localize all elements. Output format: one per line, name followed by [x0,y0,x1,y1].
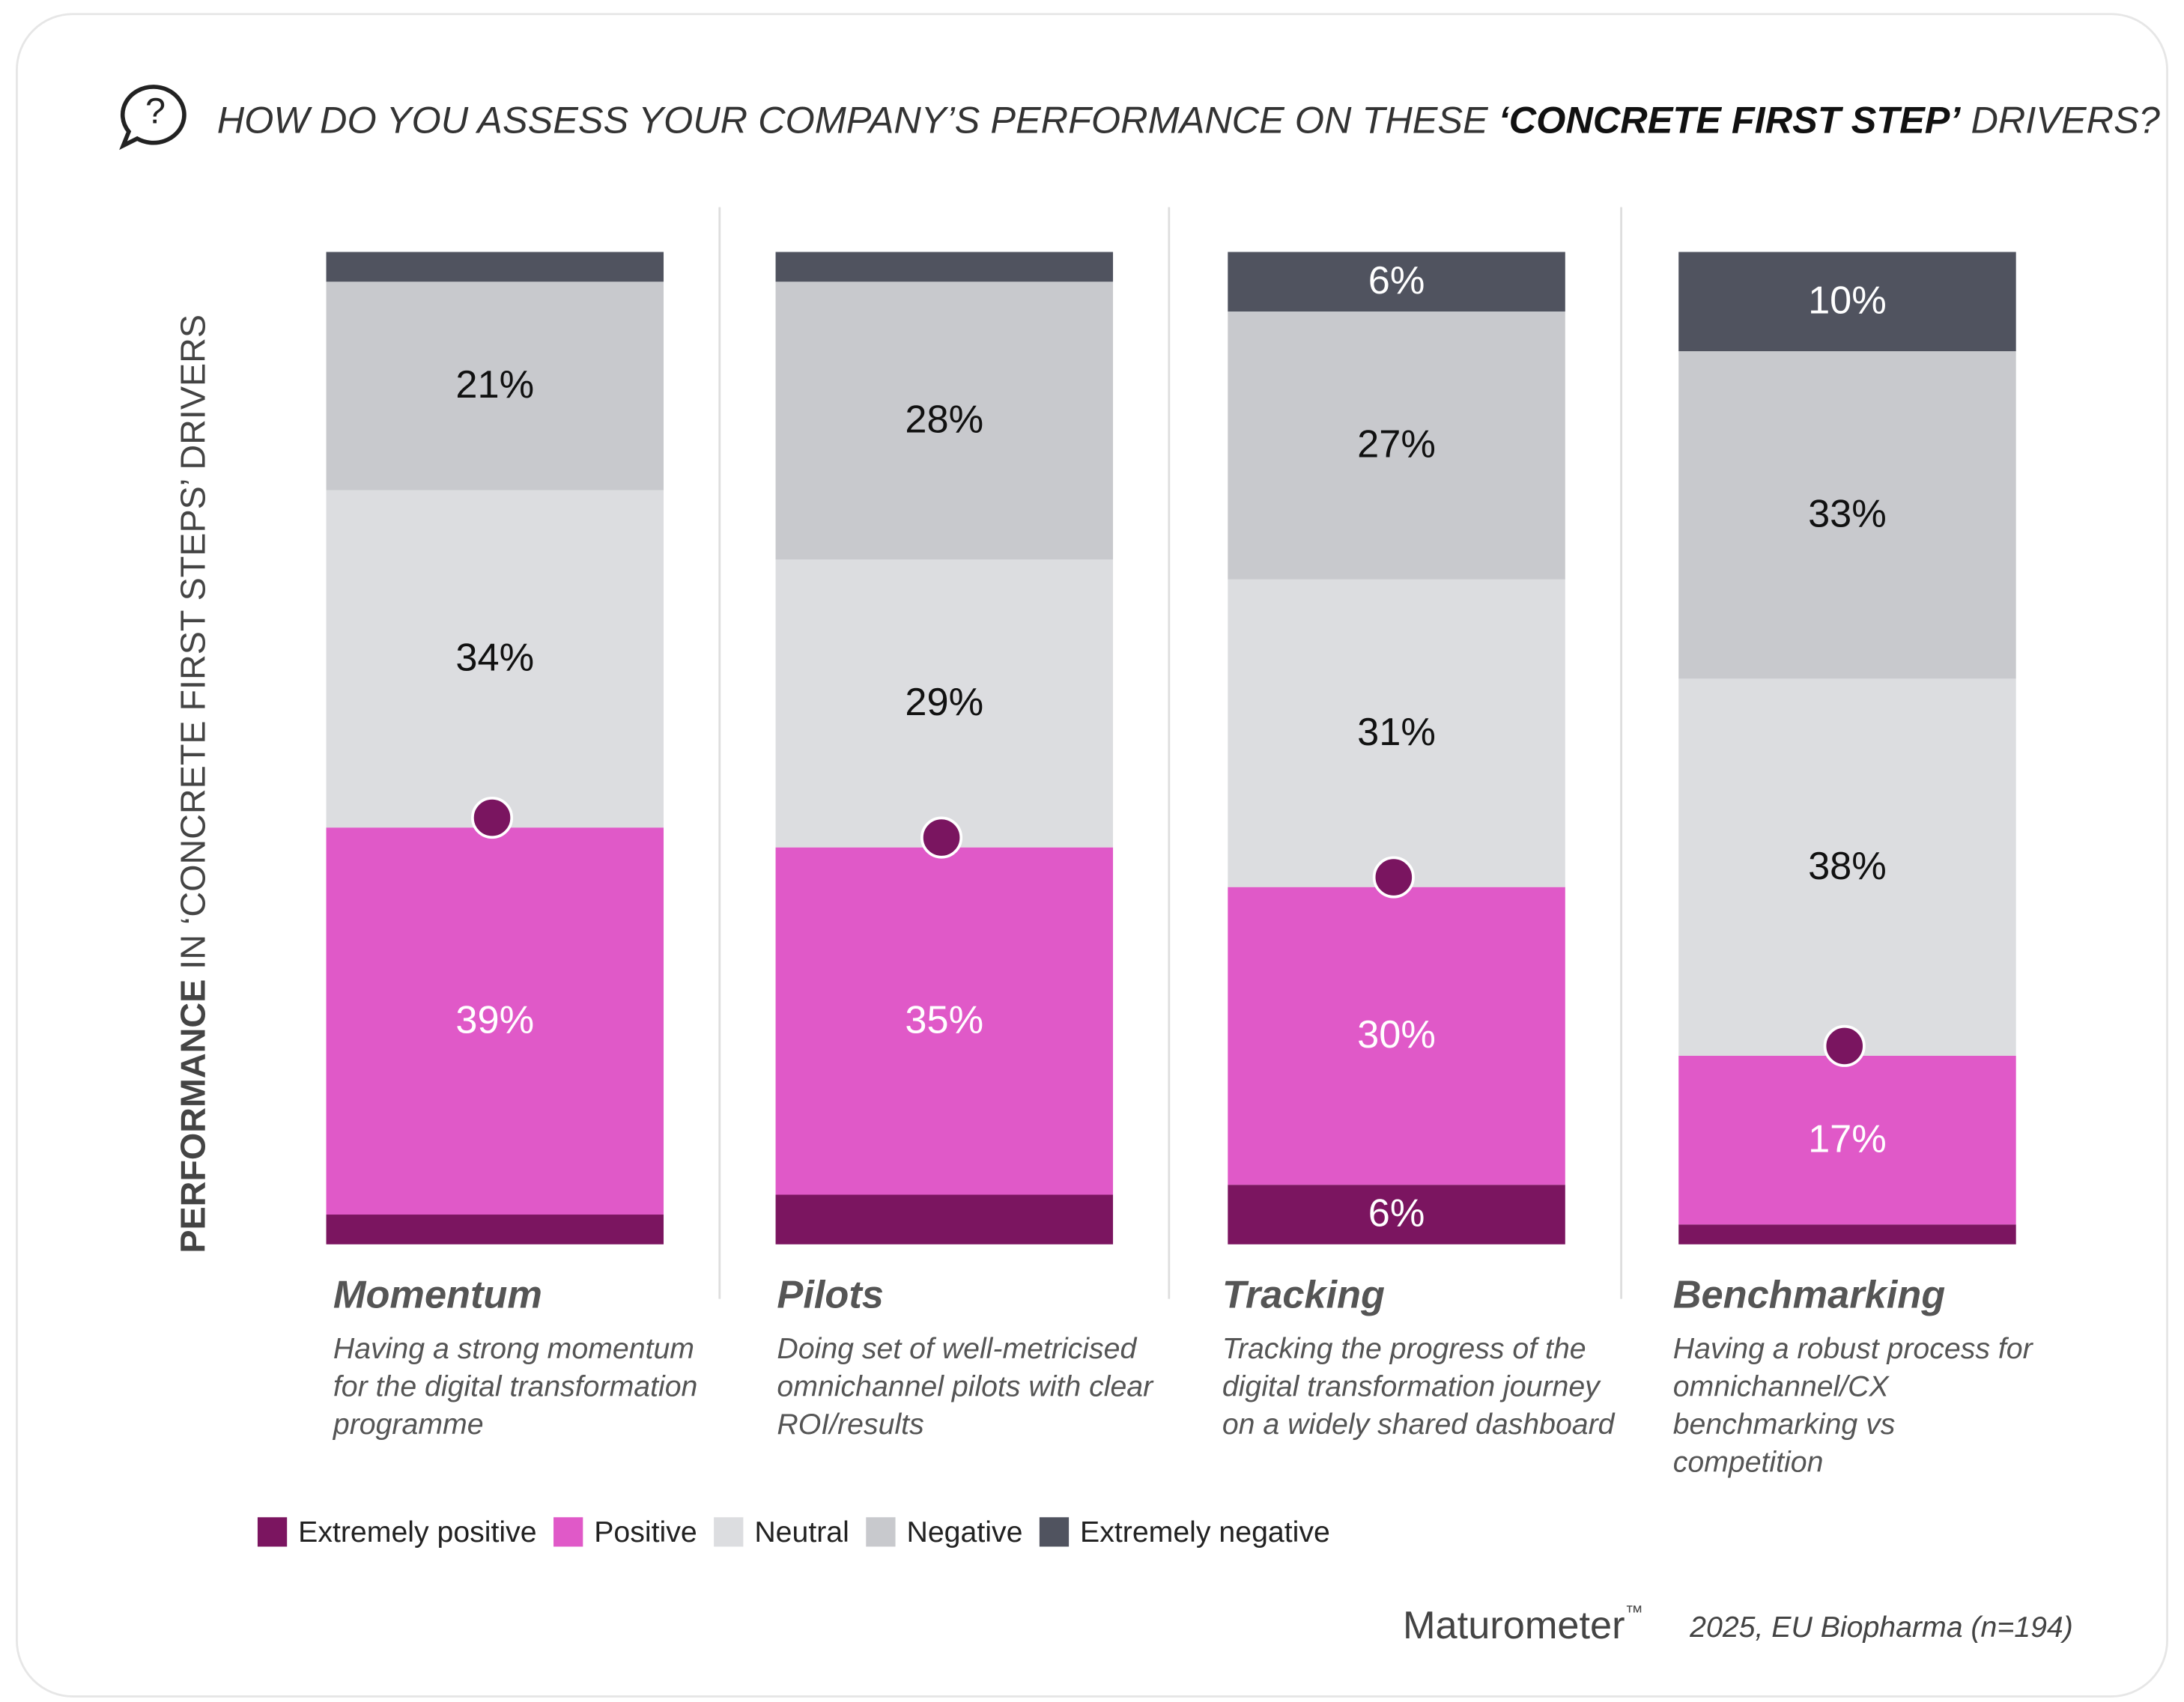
legend-label: Extremely negative [1080,1516,1330,1548]
bar-segment [1228,252,1565,312]
bar-segment [326,827,664,1215]
title-part: ‘CONCRETE FIRST STEP’ [1499,99,1962,142]
category-description: benchmarking vs [1673,1408,1896,1441]
legend-label: Negative [906,1516,1022,1548]
legend-swatch [257,1517,288,1547]
brand: Maturometer™ [1403,1603,1643,1647]
bar-segment [326,1215,664,1244]
bar-segment [775,282,1114,560]
category-description: Having a strong momentum [333,1332,694,1365]
category-description: Tracking the progress of the [1222,1332,1586,1365]
category-label: Momentum [333,1274,542,1317]
y-axis-label: PERFORMANCE IN ‘CONCRETE FIRST STEPS’ DR… [174,314,213,1253]
category-description: competition [1673,1446,1824,1479]
data-label: 39% [455,998,534,1042]
bar-segment [1678,351,2016,679]
brand-name: Maturometer [1403,1604,1625,1647]
bar-segment [775,559,1114,848]
category-description: digital transformation journey [1222,1370,1601,1403]
data-label: 33% [1808,492,1887,535]
data-label: 10% [1808,279,1887,322]
title-part: HOW DO YOU ASSESS YOUR COMPANY’S PERFORM… [217,99,1499,142]
source: 2025, EU Biopharma (n=194) [1689,1611,2073,1644]
category-description: Doing set of well-metricised [777,1332,1137,1365]
svg-text:?: ? [145,91,166,131]
legend-label: Extremely positive [298,1516,536,1548]
category-description: on a widely shared dashboard [1222,1408,1616,1441]
data-label: 6% [1368,259,1425,303]
bar-segment [1228,311,1565,580]
data-label: 21% [455,363,534,407]
legend-label: Positive [594,1516,697,1548]
data-label: 30% [1357,1013,1436,1057]
y-label-part: PERFORMANCE [174,979,213,1253]
data-label: 34% [455,636,534,680]
data-label: 27% [1357,423,1436,466]
category-label: Tracking [1222,1274,1385,1317]
category-description: for the digital transformation [333,1370,698,1403]
category-label: Benchmarking [1673,1274,1946,1317]
legend-swatch [1039,1517,1070,1547]
bar-segment [1678,678,2016,1056]
legend-swatch [714,1517,744,1547]
legend-swatch [553,1517,583,1547]
bar-segment [1678,252,2016,352]
data-label: 28% [905,398,983,441]
bar-segment [326,490,664,828]
data-label: 38% [1808,845,1887,888]
legend-label: Neutral [754,1516,849,1548]
category-description: omnichannel pilots with clear [777,1370,1154,1403]
chart-title: HOW DO YOU ASSESS YOUR COMPANY’S PERFORM… [217,99,2160,142]
brand-mark: ™ [1625,1603,1643,1623]
bar-segment [1228,1185,1565,1244]
category-label: Pilots [777,1274,883,1317]
data-label: 17% [1808,1117,1887,1161]
title-part: DRIVERS? [1960,99,2159,142]
question-icon: ? [119,85,186,151]
bar-segment [326,282,664,490]
marker-dot [920,816,963,859]
marker-dot [470,797,514,839]
category-description: ROI/results [777,1408,923,1441]
data-label: 31% [1357,711,1436,754]
data-label: 6% [1368,1192,1425,1236]
category-description: programme [333,1408,484,1441]
category-description: omnichannel/CX [1673,1370,1890,1403]
bar-segment [775,252,1114,282]
bar-segment [326,252,664,282]
marker-dot [1372,856,1415,899]
bar-segment [1228,887,1565,1185]
marker-dot [1823,1024,1866,1067]
y-label-part: IN ‘CONCRETE FIRST STEPS’ DRIVERS [174,314,213,979]
data-label: 35% [905,998,983,1042]
bar-segment [1228,579,1565,887]
bar-segment [1678,1224,2016,1244]
legend-swatch [866,1517,896,1547]
bar-segment [1678,1055,2016,1225]
category-description: Having a robust process for [1673,1332,2034,1365]
bar-segment [775,847,1114,1195]
data-label: 29% [905,681,983,724]
bar-segment [775,1194,1114,1244]
